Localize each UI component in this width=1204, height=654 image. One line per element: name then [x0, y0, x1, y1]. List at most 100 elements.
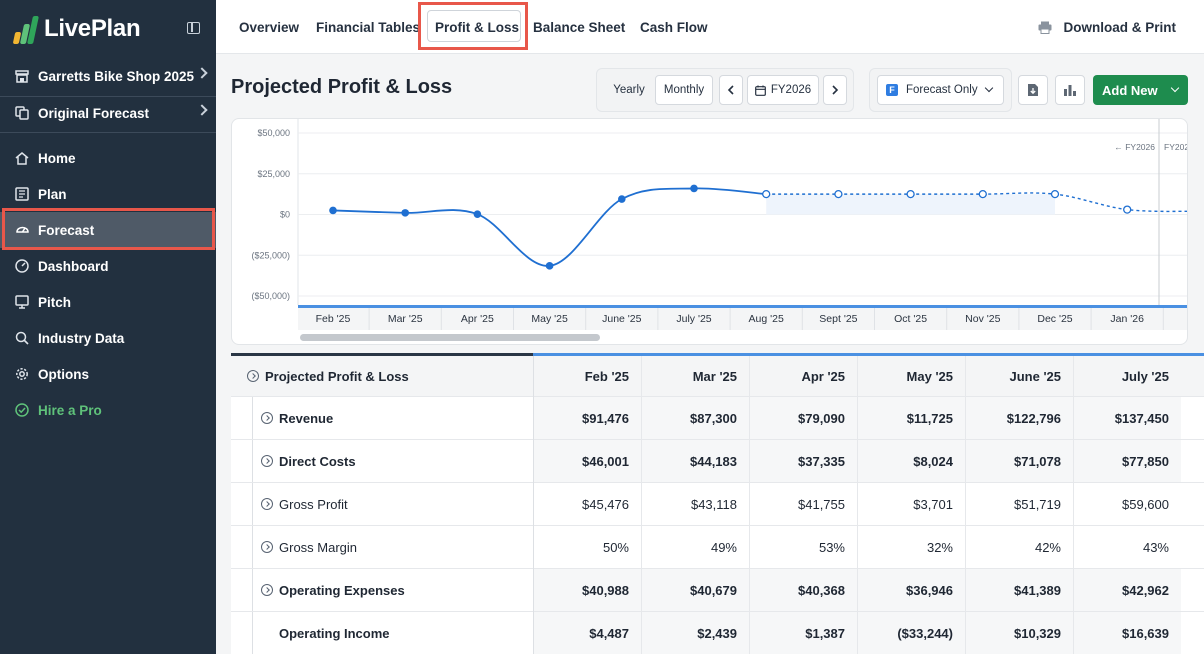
previous-year-button[interactable] — [719, 75, 743, 105]
table-cell[interactable]: $37,335 — [749, 440, 857, 482]
sidebar-item-pitch[interactable]: Pitch — [0, 284, 216, 320]
table-cell[interactable]: $87,300 — [641, 397, 749, 439]
table-cell[interactable]: 43% — [1073, 526, 1181, 568]
row-label[interactable]: Gross Profit — [261, 483, 348, 525]
pitch-icon — [14, 294, 30, 310]
data-point — [906, 189, 915, 199]
expand-row-icon — [261, 498, 273, 510]
collapse-sidebar-icon[interactable] — [187, 22, 200, 34]
table-cell[interactable]: $4,487 — [533, 612, 641, 654]
plan-icon — [14, 186, 30, 202]
x-tick-label: July '25 — [676, 313, 711, 325]
table-title[interactable]: Projected Profit & Loss — [247, 356, 409, 396]
row-label[interactable]: Direct Costs — [261, 440, 356, 482]
table-cell[interactable]: 53% — [749, 526, 857, 568]
row-label[interactable]: Gross Margin — [261, 526, 357, 568]
table-cell[interactable]: 42% — [965, 526, 1073, 568]
sidebar-item-home[interactable]: Home — [0, 140, 216, 176]
table-cell[interactable]: $51,719 — [965, 483, 1073, 525]
sidebar-item-label: Plan — [38, 186, 67, 202]
sidebar-item-options[interactable]: Options — [0, 356, 216, 392]
add-new-button[interactable]: Add New — [1093, 75, 1188, 105]
table-cell[interactable]: $79,090 — [749, 397, 857, 439]
table-cell[interactable]: $40,679 — [641, 569, 749, 611]
fiscal-year-selector[interactable]: FY2026 — [747, 75, 819, 105]
liveplan-logo[interactable]: LivePlan — [12, 12, 141, 46]
table-cell[interactable]: $36,946 — [857, 569, 965, 611]
table-cell[interactable]: $43,118 — [641, 483, 749, 525]
table-cell[interactable]: $10,329 — [965, 612, 1073, 654]
x-tick-label: Feb '25 — [316, 313, 351, 325]
table-cell[interactable]: $42,962 — [1073, 569, 1181, 611]
table-cell[interactable]: $11,725 — [857, 397, 965, 439]
table-row: Revenue $91,476 $87,300 $79,090 $11,725 $122,… — [231, 397, 1204, 440]
dashboard-icon — [14, 258, 30, 274]
yearly-toggle[interactable]: Yearly — [613, 84, 645, 96]
table-cell[interactable]: 50% — [533, 526, 641, 568]
table-cell[interactable]: $40,988 — [533, 569, 641, 611]
table-cell[interactable]: $41,389 — [965, 569, 1073, 611]
sidebar-item-industry-data[interactable]: Industry Data — [0, 320, 216, 356]
tab-balance-sheet[interactable]: Balance Sheet — [533, 19, 626, 35]
chevron-right-icon — [196, 67, 208, 79]
table-cell[interactable]: $59,600 — [1073, 483, 1181, 525]
table-cell[interactable]: $3,701 — [857, 483, 965, 525]
table-cell[interactable]: $2,439 — [641, 612, 749, 654]
export-button[interactable] — [1018, 75, 1048, 105]
forecast-view-select[interactable]: F Forecast Only — [877, 75, 1004, 105]
forecast-switcher[interactable]: Original Forecast — [0, 95, 216, 131]
x-axis-bar — [298, 305, 1187, 308]
sidebar-item-dashboard[interactable]: Dashboard — [0, 248, 216, 284]
data-point — [329, 206, 337, 215]
table-cell[interactable]: $44,183 — [641, 440, 749, 482]
table-cell[interactable]: $71,078 — [965, 440, 1073, 482]
chart-toggle-button[interactable] — [1055, 75, 1085, 105]
y-tick-label: $25,000 — [257, 169, 290, 179]
x-tick-label: Oct '25 — [894, 313, 927, 325]
next-year-button[interactable] — [823, 75, 847, 105]
table-cell[interactable]: 49% — [641, 526, 749, 568]
monthly-toggle[interactable]: Monthly — [655, 75, 713, 105]
table-cell[interactable]: $91,476 — [533, 397, 641, 439]
row-label[interactable]: Operating Expenses — [261, 569, 405, 611]
table-cell[interactable]: $77,850 — [1073, 440, 1181, 482]
bar-chart-icon — [1064, 85, 1076, 96]
table-cell[interactable]: ($33,244) — [857, 612, 965, 654]
table-cell[interactable]: $122,796 — [965, 397, 1073, 439]
business-switcher[interactable]: Garretts Bike Shop 2025 — [0, 58, 216, 94]
table-row: Operating Income $4,487 $2,439 $1,387 ($33,2… — [231, 612, 1204, 654]
table-cell[interactable]: $137,450 — [1073, 397, 1181, 439]
table-cell[interactable]: $41,755 — [749, 483, 857, 525]
view-select-group: F Forecast Only — [869, 68, 1012, 112]
tab-profit-and-loss[interactable]: Profit & Loss — [435, 19, 520, 35]
tab-overview[interactable]: Overview — [239, 19, 300, 35]
table-cell[interactable]: $8,024 — [857, 440, 965, 482]
tab-cash-flow[interactable]: Cash Flow — [640, 19, 708, 35]
table-cell[interactable]: $46,001 — [533, 440, 641, 482]
sidebar-item-forecast[interactable]: Forecast — [0, 212, 216, 248]
row-indent-guide — [252, 397, 253, 439]
row-label[interactable]: Revenue — [261, 397, 333, 439]
table-cell[interactable]: $1,387 — [749, 612, 857, 654]
x-tick-label: Mar '25 — [388, 313, 423, 325]
table-cell[interactable]: $45,476 — [533, 483, 641, 525]
table-cell[interactable]: $40,368 — [749, 569, 857, 611]
table-cell[interactable]: $16,639 — [1073, 612, 1181, 654]
hire-a-pro-icon — [14, 402, 30, 418]
tab-financial-tables[interactable]: Financial Tables — [316, 19, 421, 35]
sidebar-item-hire-a-pro[interactable]: Hire a Pro — [0, 392, 216, 428]
sidebar-item-label: Pitch — [38, 294, 72, 310]
column-header: June '25 — [965, 356, 1073, 396]
row-label-text: Direct Costs — [279, 453, 356, 469]
table-row: Direct Costs $46,001 $44,183 $37,335 $8,024 $… — [231, 440, 1204, 483]
sidebar-item-label: Home — [38, 150, 76, 166]
data-point — [978, 189, 987, 199]
chevron-down-icon — [984, 83, 994, 93]
download-print-button[interactable]: Download & Print — [1038, 0, 1176, 54]
sidebar-item-plan[interactable]: Plan — [0, 176, 216, 212]
line-chart: $50,000 $25,000 $0 ($25,000) ($50,000) ← FY20… — [251, 119, 1187, 341]
actual-series-line — [332, 187, 767, 267]
data-point — [690, 184, 698, 193]
table-cell[interactable]: 32% — [857, 526, 965, 568]
row-label-text: Operating Expenses — [279, 582, 405, 598]
